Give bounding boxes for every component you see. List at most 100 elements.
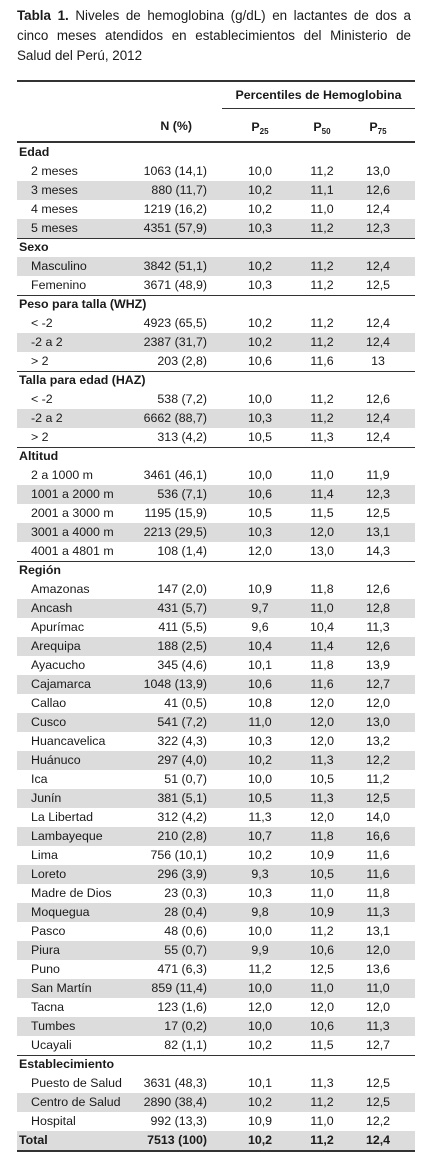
- row-label: Amazonas: [31, 582, 90, 596]
- percentile-value: 10,3: [247, 411, 273, 425]
- percentile-value: 10,9: [247, 1114, 273, 1128]
- percentile-value: 10,2: [247, 259, 273, 273]
- percentile-value: 11,0: [310, 886, 334, 900]
- row-label: Hospital: [31, 1114, 76, 1128]
- table-row: Huancavelica 322 (4,3) 10,3 12,0 13,2: [17, 732, 415, 751]
- row-label: Pasco: [31, 924, 66, 938]
- percentile-value: 11,2: [310, 411, 334, 425]
- table-row: Puno 471 (6,3) 11,2 12,5 13,6: [17, 960, 415, 979]
- table-row: > 2 203 (2,8) 10,6 11,6 13: [17, 352, 415, 371]
- table-row: Total 7513 (100) 10,2 11,2 12,4: [17, 1131, 415, 1150]
- table-row: Junín 381 (5,1) 10,5 11,3 12,5: [17, 789, 415, 808]
- n-value: 381 (5,1): [157, 791, 207, 805]
- n-value: 1063 (14,1): [143, 164, 207, 178]
- row-label: Puno: [31, 962, 60, 976]
- percentile-value: 10,3: [247, 734, 273, 748]
- n-value: 297 (4,0): [157, 753, 207, 767]
- row-label: Junín: [31, 791, 62, 805]
- row-label: Huancavelica: [31, 734, 106, 748]
- row-label: Huánuco: [31, 753, 81, 767]
- percentile-value: 12,2: [365, 1114, 391, 1128]
- table-row: Lambayeque 210 (2,8) 10,7 11,8 16,6: [17, 827, 415, 846]
- row-label: Lambayeque: [31, 829, 103, 843]
- percentile-value: 11,2: [310, 1095, 334, 1109]
- rule: [17, 141, 415, 143]
- n-value: 55 (0,7): [164, 943, 207, 957]
- percentile-value: 11,5: [310, 1038, 334, 1052]
- percentile-value: 11,2: [310, 335, 334, 349]
- table-row: > 2 313 (4,2) 10,5 11,3 12,4: [17, 428, 415, 447]
- percentile-value: 11,1: [310, 183, 334, 197]
- percentile-value: 12,5: [365, 1095, 391, 1109]
- percentile-value: 10,5: [247, 791, 273, 805]
- rule: [222, 108, 415, 109]
- row-label: Puesto de Salud: [31, 1076, 122, 1090]
- percentile-value: 11,2: [310, 924, 334, 938]
- caption: Tabla 1. Niveles de hemoglobina (g/dL) e…: [17, 6, 411, 66]
- row-label: Cusco: [31, 715, 67, 729]
- percentile-value: 10,2: [247, 753, 273, 767]
- section-title: Establecimiento: [19, 1057, 115, 1071]
- row-label: Piura: [31, 943, 60, 957]
- percentile-value: 9,6: [251, 620, 269, 634]
- table-row: 3001 a 4000 m 2213 (29,5) 10,3 12,0 13,1: [17, 523, 415, 542]
- percentile-value: 12,0: [309, 734, 335, 748]
- row-label: > 2: [31, 354, 49, 368]
- percentile-value: 13,6: [365, 962, 391, 976]
- percentile-value: 13,0: [365, 164, 391, 178]
- section-row: Sexo: [17, 238, 415, 257]
- n-value: 123 (1,6): [157, 1000, 207, 1014]
- percentile-value: 11,5: [310, 506, 334, 520]
- percentile-value: 10,5: [309, 867, 335, 881]
- row-label: 3001 a 4000 m: [31, 525, 114, 539]
- percentile-value: 10,2: [247, 183, 273, 197]
- table-row: Tacna 123 (1,6) 12,0 12,0 12,0: [17, 998, 415, 1017]
- percentile-letter: P: [313, 120, 322, 134]
- group-header: Percentiles de Hemoglobina: [235, 88, 402, 102]
- row-label: 4001 a 4801 m: [31, 544, 114, 558]
- percentile-value: 10,9: [247, 582, 273, 596]
- percentile-value: 14,3: [365, 544, 391, 558]
- rule: [17, 447, 415, 448]
- table-row: Hospital 992 (13,3) 10,9 11,0 12,2: [17, 1112, 415, 1131]
- n-value: 3671 (48,9): [143, 278, 207, 292]
- n-value: 2890 (38,4): [143, 1095, 207, 1109]
- percentile-value: 12,6: [365, 639, 391, 653]
- percentile-value: 10,1: [247, 658, 273, 672]
- percentile-value: 10,6: [247, 354, 273, 368]
- n-value: 51 (0,7): [164, 772, 207, 786]
- percentile-value: 12,3: [365, 221, 391, 235]
- n-value: 4923 (65,5): [143, 316, 207, 330]
- table-row: Madre de Dios 23 (0,3) 10,3 11,0 11,8: [17, 884, 415, 903]
- rule: [17, 1150, 415, 1152]
- percentile-sub: 50: [321, 127, 331, 136]
- n-value: 2213 (29,5): [143, 525, 207, 539]
- n-value: 48 (0,6): [164, 924, 207, 938]
- percentile-value: 9,3: [251, 867, 269, 881]
- table-row: Ucayali 82 (1,1) 10,2 11,5 12,7: [17, 1036, 415, 1055]
- percentile-header: P50: [297, 118, 347, 141]
- row-label: Ancash: [31, 601, 73, 615]
- rule: [17, 80, 415, 82]
- table-row: Loreto 296 (3,9) 9,3 10,5 11,6: [17, 865, 415, 884]
- section-row: Altitud: [17, 447, 415, 466]
- percentile-value: 11,3: [310, 753, 334, 767]
- section-title: Sexo: [19, 240, 49, 254]
- row-label: > 2: [31, 430, 49, 444]
- percentile-value: 9,9: [251, 943, 269, 957]
- row-label: -2 a 2: [31, 335, 63, 349]
- percentile-value: 10,3: [247, 278, 273, 292]
- row-label: 2 meses: [31, 164, 78, 178]
- percentile-value: 11,3: [366, 905, 390, 919]
- row-label: 1001 a 2000 m: [31, 487, 114, 501]
- percentile-value: 13,0: [309, 544, 335, 558]
- percentile-value: 10,0: [247, 392, 273, 406]
- caption-text: Niveles de hemoglobina (g/dL) en lactant…: [17, 8, 411, 63]
- percentile-value: 12,0: [365, 943, 391, 957]
- percentile-value: 10,9: [309, 848, 335, 862]
- n-value: 538 (7,2): [157, 392, 207, 406]
- n-value: 4351 (57,9): [143, 221, 207, 235]
- n-value: 312 (4,2): [157, 810, 207, 824]
- table-row: Cajamarca 1048 (13,9) 10,6 11,6 12,7: [17, 675, 415, 694]
